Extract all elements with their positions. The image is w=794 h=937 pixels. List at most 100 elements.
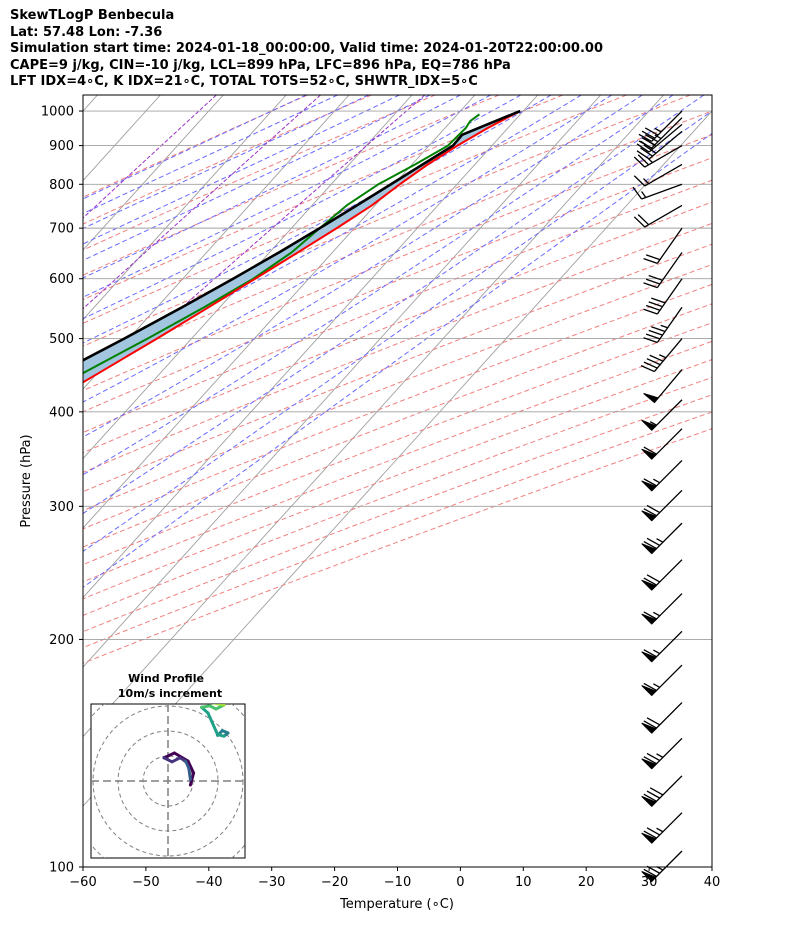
dry-adiabat <box>83 95 500 276</box>
chart-title: SkewTLogP Benbecula <box>10 8 175 23</box>
x-axis-label: Temperature (∘C) <box>339 897 454 912</box>
wind-barb <box>641 522 683 555</box>
isotherm-line <box>83 95 413 460</box>
dry-adiabat <box>83 222 712 473</box>
dry-adiabat <box>83 376 712 616</box>
moist-adiabat <box>83 132 712 588</box>
background-lines <box>83 95 712 807</box>
hodograph-segment <box>186 759 196 775</box>
x-tick-label: 0 <box>456 875 464 890</box>
dry-adiabat <box>83 134 712 392</box>
inset-title: Wind Profile <box>128 672 204 685</box>
wind-barb <box>643 369 683 404</box>
chart-header: SkewTLogP Benbecula Lat: 57.48 Lon: -7.3… <box>10 8 603 91</box>
dry-adiabat <box>83 110 712 370</box>
wind-barb <box>641 428 683 460</box>
isotherm-line <box>83 95 350 390</box>
y-tick-label: 100 <box>49 861 74 876</box>
dry-adiabat <box>83 95 308 198</box>
wind-barb <box>643 252 683 289</box>
wind-barb <box>640 338 683 373</box>
cape-cin-area <box>83 111 521 383</box>
moist-adiabat <box>83 95 431 261</box>
x-tick-label: −60 <box>69 875 96 890</box>
wind-barb <box>641 630 683 663</box>
mixing-ratio-line <box>83 95 217 219</box>
moist-adiabat <box>83 95 522 320</box>
x-tick-label: −40 <box>195 875 222 890</box>
x-tick-label: 20 <box>578 875 595 890</box>
wind-barb <box>641 775 683 807</box>
isotherm-line <box>83 95 602 668</box>
time-line: Simulation start time: 2024-01-18_00:00:… <box>10 41 603 56</box>
dry-adiabat <box>83 340 712 583</box>
dry-adiabat <box>83 95 436 251</box>
wind-barb <box>633 163 683 187</box>
wind-barb <box>643 306 683 344</box>
wind-barb <box>641 559 683 591</box>
dry-adiabat <box>83 95 563 301</box>
x-tick-label: −30 <box>258 875 285 890</box>
wind-barb <box>641 489 683 522</box>
wind-barbs <box>632 110 683 883</box>
x-tick-label: −10 <box>384 875 411 890</box>
hodograph-segment <box>187 766 192 781</box>
location-line: Lat: 57.48 Lon: -7.36 <box>10 24 163 40</box>
dry-adiabat <box>83 95 627 324</box>
y-tick-label: 200 <box>49 633 74 648</box>
inset-subtitle: 10m/s increment <box>118 687 222 700</box>
dewpoint-line <box>83 113 481 375</box>
wind-barb <box>636 130 683 160</box>
hodograph-segment <box>188 771 196 787</box>
x-tick-label: −50 <box>132 875 159 890</box>
hodograph-segment <box>211 704 226 707</box>
dry-adiabat <box>83 179 712 434</box>
isotherm-line <box>83 95 476 529</box>
moist-adiabat <box>83 95 674 476</box>
y-tick-label: 900 <box>49 139 74 154</box>
wind-barb <box>641 812 683 844</box>
x-tick-label: −20 <box>321 875 348 890</box>
isotherm-line <box>83 95 664 738</box>
moist-adiabat <box>83 95 491 298</box>
y-tick-label: 600 <box>49 272 74 287</box>
parcel-line <box>83 109 521 362</box>
isotherm-line <box>83 95 224 251</box>
mixing-ratio-line <box>83 95 321 310</box>
dry-adiabat <box>83 411 712 649</box>
dry-adiabat <box>83 283 712 530</box>
moist-adiabat <box>83 95 643 438</box>
wind-barb <box>638 110 683 142</box>
cape-line: CAPE=9 j/kg, CIN=-10 j/kg, LCL=899 hPa, … <box>10 57 511 73</box>
wind-barb <box>641 664 683 697</box>
wind-barb <box>641 737 683 770</box>
isotherm-line <box>83 95 287 321</box>
wind-barb <box>641 593 683 625</box>
wind-barb <box>633 204 683 228</box>
isotherm-line <box>83 95 539 599</box>
y-axis-label: Pressure (hPa) <box>19 434 34 527</box>
y-tick-label: 800 <box>49 178 74 193</box>
wind-barb <box>636 123 683 153</box>
y-tick-label: 700 <box>49 222 74 237</box>
y-tick-label: 1000 <box>41 105 74 120</box>
y-axis: 1000 900 800 700 600 500 400 300 200 100 <box>41 105 83 876</box>
y-tick-label: 500 <box>49 332 74 347</box>
wind-barb <box>633 145 683 168</box>
profiles <box>83 109 521 384</box>
x-tick-label: 10 <box>515 875 532 890</box>
moist-adiabat <box>83 95 400 245</box>
x-tick-label: 40 <box>704 875 721 890</box>
wind-profile-inset: Wind Profile 10m/s increment <box>90 672 246 859</box>
wind-barb <box>641 702 683 734</box>
dry-adiabat <box>83 201 712 454</box>
mixing-ratio-line <box>146 95 426 339</box>
wind-barb <box>641 459 683 492</box>
x-axis: −60 −50 −40 −30 −20 −10 0 10 20 30 40 <box>69 867 720 890</box>
y-tick-label: 400 <box>49 405 74 420</box>
pressure-grid <box>83 110 712 867</box>
wind-barb <box>641 399 683 431</box>
wind-barb <box>632 183 683 200</box>
wind-barb <box>643 278 683 315</box>
